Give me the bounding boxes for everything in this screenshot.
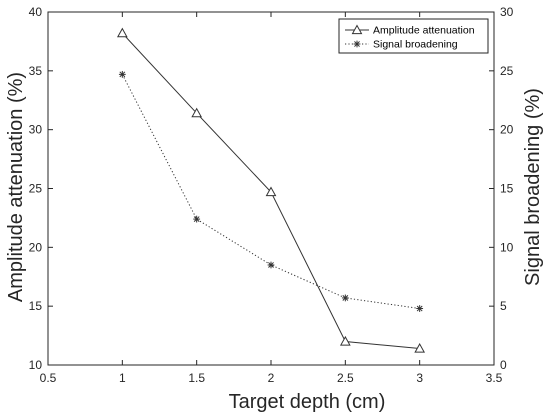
right-y-tick-label: 0 (500, 358, 507, 372)
triangle-marker (116, 27, 128, 38)
right-y-tick-label: 20 (500, 123, 514, 137)
triangle-marker (191, 107, 203, 118)
asterisk-marker (193, 215, 201, 223)
x-tick-label: 1 (119, 371, 126, 385)
left-y-tick-label: 20 (29, 240, 43, 254)
series-amplitude-attenuation (116, 27, 426, 353)
legend-label: Amplitude attenuation (373, 25, 475, 37)
x-tick-label: 2.5 (337, 371, 354, 385)
x-tick-label: 3 (416, 371, 423, 385)
left-y-tick-label: 10 (29, 358, 43, 372)
asterisk-marker (118, 70, 126, 78)
left-y-tick-label: 35 (29, 64, 43, 78)
right-y-tick-label: 30 (500, 5, 514, 19)
x-tick-label: 3.5 (486, 371, 503, 385)
right-y-axis-ticks: 0 5 10 15 20 25 30 (489, 5, 514, 372)
right-y-tick-label: 15 (500, 182, 514, 196)
legend-box (338, 18, 489, 54)
triangle-marker (351, 24, 363, 35)
asterisk-marker (416, 305, 424, 312)
x-axis-label: Target depth (cm) (229, 391, 386, 413)
triangle-marker (339, 335, 351, 346)
left-y-axis-label: Amplitude attenuation (%) (5, 72, 27, 302)
x-tick-label: 1.5 (188, 371, 205, 385)
right-y-tick-label: 10 (500, 240, 514, 254)
left-y-tick-label: 40 (29, 5, 43, 19)
series-layer (116, 27, 426, 353)
asterisk-marker (353, 40, 361, 48)
series-signal-broadening (118, 70, 424, 312)
triangle-marker (265, 186, 277, 197)
legend-item: Amplitude attenuation (345, 24, 475, 37)
triangle-marker (414, 342, 426, 353)
right-y-tick-label: 25 (500, 64, 514, 78)
right-y-tick-label: 5 (500, 299, 507, 313)
left-y-axis-ticks: 10 15 20 25 30 35 40 (29, 5, 53, 372)
left-y-tick-label: 30 (29, 123, 43, 137)
legend-label: Signal broadening (373, 39, 458, 51)
x-axis-ticks: 0.5 1 1.5 2 2.5 3 3.5 (40, 12, 503, 385)
right-y-axis-label: Signal broadening (%) (522, 88, 544, 286)
left-y-tick-label: 25 (29, 182, 43, 196)
legend: Amplitude attenuation Signal broadening (338, 18, 489, 54)
asterisk-marker (341, 294, 349, 302)
x-tick-label: 0.5 (40, 371, 57, 385)
asterisk-marker (267, 261, 275, 269)
legend-item: Signal broadening (345, 39, 458, 51)
left-y-tick-label: 15 (29, 299, 43, 313)
x-tick-label: 2 (268, 371, 275, 385)
